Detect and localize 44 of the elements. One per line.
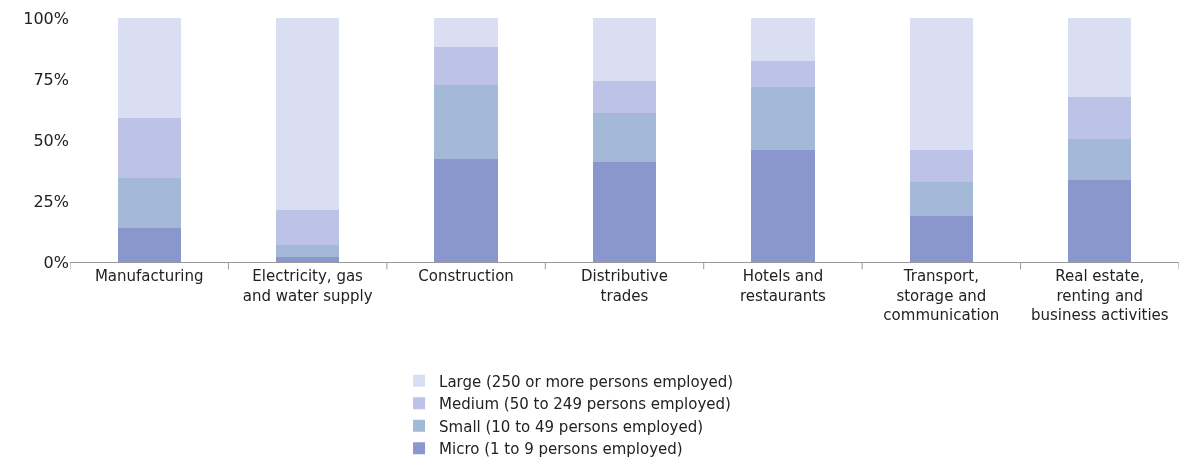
bar: [592, 112, 657, 163]
bar: [751, 60, 815, 87]
bar: [751, 86, 815, 150]
bar: [751, 150, 815, 262]
y-tick-label: 50%: [33, 130, 69, 150]
bar: [909, 181, 974, 217]
y-tick-label: 100%: [23, 8, 69, 28]
legend-label: Small (10 to 49 persons employed): [439, 417, 704, 436]
bar: [751, 18, 815, 61]
bar: [275, 257, 340, 262]
bar: [117, 117, 181, 178]
x-tick-label: Distributive trades: [581, 267, 668, 305]
y-tick-label: 25%: [33, 191, 69, 211]
bar: [592, 162, 657, 262]
bar: [909, 216, 974, 262]
bar: [1068, 96, 1132, 139]
bar: [1068, 18, 1132, 97]
bar: [909, 150, 974, 182]
bar: [117, 18, 181, 118]
x-tick-label: Manufacturing: [94, 267, 204, 285]
x-tick-label: Construction: [418, 267, 514, 285]
bar: [434, 158, 498, 262]
legend-label: Micro (1 to 9 persons employed): [439, 440, 683, 459]
bar: [592, 18, 657, 82]
x-tick-label: Real estate, renting and business activities: [1030, 267, 1169, 324]
bar: [592, 81, 657, 113]
bar: [1068, 138, 1132, 180]
bar: [117, 227, 181, 262]
bar: [434, 18, 498, 47]
legend-label: Medium (50 to 249 persons employed): [439, 395, 731, 414]
bar: [434, 46, 498, 86]
bar: [275, 210, 340, 245]
bar: [275, 244, 340, 258]
x-tick-label: Transport, storage and communication: [883, 267, 1000, 324]
y-tick-label: 0%: [43, 252, 69, 272]
x-tick-label: Hotels and restaurants: [739, 267, 827, 305]
bar: [434, 85, 498, 159]
legend-label: Large (250 or more persons employed): [439, 372, 734, 391]
y-tick-label: 75%: [33, 69, 69, 89]
x-tick-label: Electricity, gas and water supply: [242, 267, 373, 305]
bar: [909, 18, 974, 150]
bar: [1068, 179, 1132, 262]
bar: [117, 177, 181, 228]
bar: [275, 18, 340, 211]
